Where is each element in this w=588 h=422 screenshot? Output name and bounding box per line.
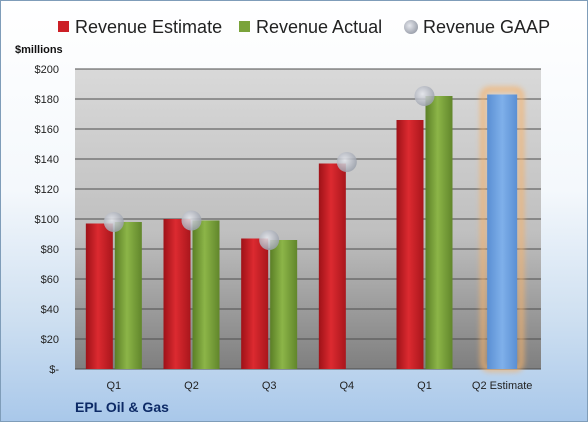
company-name: EPL Oil & Gas — [75, 399, 169, 415]
marker-revenue-gaap — [103, 212, 124, 232]
bar-series — [85, 87, 524, 372]
y-tick-label: $200 — [35, 64, 59, 76]
bar-revenue-actual — [425, 96, 453, 369]
y-tick-label: $160 — [35, 124, 59, 136]
gaap-markers — [103, 86, 435, 250]
y-axis-unit-label: $millions — [15, 44, 63, 56]
x-tick-label: Q3 — [262, 380, 277, 392]
y-tick-label: $180 — [35, 94, 59, 106]
legend-swatch — [239, 21, 250, 32]
y-tick-label: $120 — [35, 184, 59, 196]
bar-q2-estimate — [487, 94, 518, 369]
legend-swatch — [58, 21, 69, 32]
bar-revenue-estimate — [396, 120, 424, 369]
marker-revenue-gaap — [414, 86, 435, 106]
bar-revenue-estimate — [318, 163, 346, 369]
x-tick-label: Q4 — [339, 380, 354, 392]
legend-swatch — [404, 20, 418, 34]
bar-revenue-actual — [270, 240, 298, 369]
bar-revenue-estimate — [241, 238, 269, 369]
y-tick-label: $60 — [41, 274, 59, 286]
chart-legend: Revenue Estimate Revenue Actual Revenue GA… — [58, 17, 550, 37]
bar-revenue-estimate — [163, 219, 191, 369]
gridlines — [75, 68, 541, 370]
y-tick-label: $40 — [41, 304, 59, 316]
marker-revenue-gaap — [181, 210, 202, 231]
x-tick-label: Q1 — [106, 380, 121, 392]
bar-revenue-estimate — [85, 223, 113, 369]
marker-revenue-gaap — [259, 230, 280, 250]
x-tick-label: Q2 Estimate — [472, 380, 533, 392]
bar-revenue-actual — [192, 220, 220, 369]
x-tick-label: Q2 — [184, 380, 199, 392]
bar-revenue-actual — [114, 222, 142, 369]
legend-label: Revenue Estimate — [75, 17, 222, 37]
y-tick-label: $80 — [41, 244, 59, 256]
y-axis-ticks: $- $20 $40 $60 $80 $100 $120 $140 $160 $180 $200 — [35, 64, 60, 376]
y-tick-label: $- — [49, 364, 59, 376]
x-axis-ticks: Q1 Q2 Q3 Q4 Q1 Q2 Estimate — [106, 380, 532, 392]
y-tick-label: $100 — [35, 214, 59, 226]
y-tick-label: $140 — [35, 154, 59, 166]
y-tick-label: $20 — [41, 334, 59, 346]
legend-label: Revenue GAAP — [423, 17, 550, 37]
marker-revenue-gaap — [336, 152, 357, 172]
x-tick-label: Q1 — [417, 380, 432, 392]
legend-label: Revenue Actual — [256, 17, 382, 37]
